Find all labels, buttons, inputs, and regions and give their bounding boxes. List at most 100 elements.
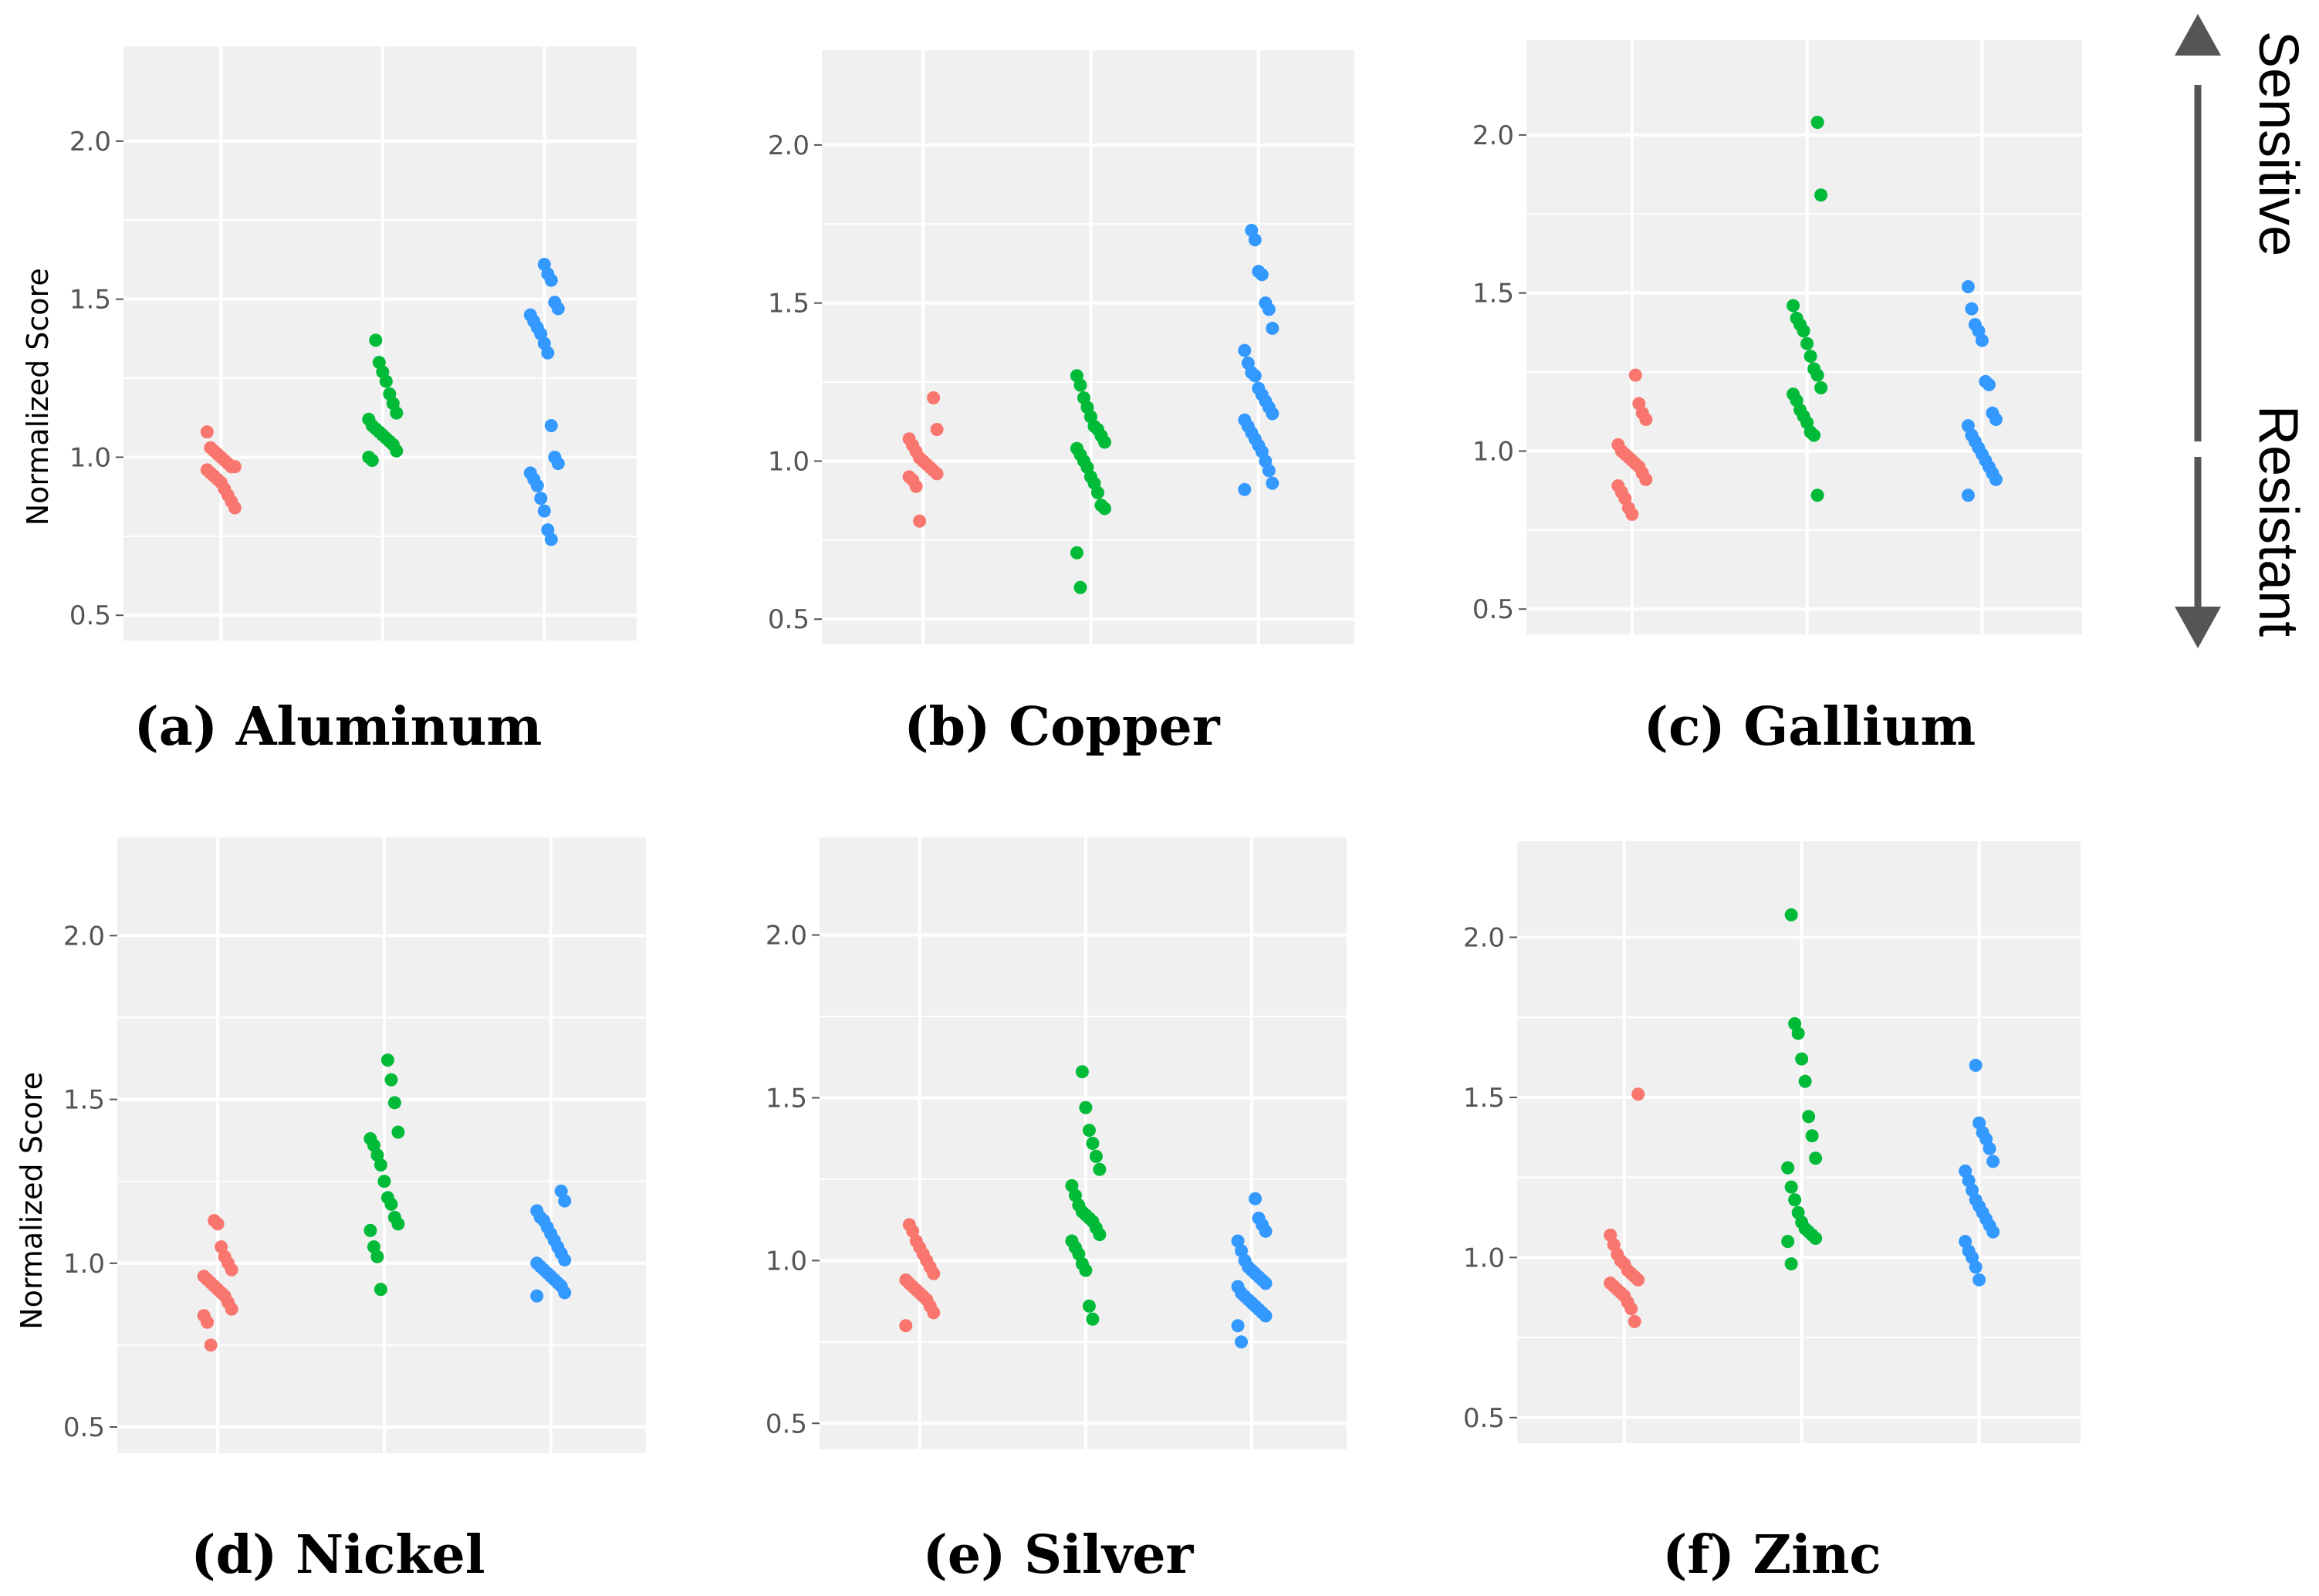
data-point: [1784, 908, 1798, 921]
y-tick-label: 1.5: [63, 1085, 105, 1116]
data-point: [1266, 407, 1280, 421]
y-tick-label: 2.0: [768, 130, 810, 161]
data-point: [927, 1306, 941, 1320]
data-point: [1961, 489, 1975, 502]
sensitive-label: Sensitive: [2247, 31, 2309, 256]
y-tick-label: 2.0: [69, 127, 111, 157]
resistant-label: Resistant: [2247, 405, 2309, 637]
data-point: [558, 1194, 572, 1208]
data-point: [1639, 472, 1653, 486]
chart-panel-zinc: 0.5 1.0 1.5 2.0: [1463, 841, 2081, 1443]
data-point: [1798, 1074, 1812, 1088]
data-point: [1625, 507, 1639, 521]
data-point: [541, 346, 555, 360]
data-point: [1259, 1309, 1273, 1323]
data-point: [380, 1053, 394, 1067]
data-point: [1097, 502, 1111, 516]
data-point: [1810, 368, 1824, 382]
data-point: [1795, 1052, 1809, 1066]
data-point: [1965, 302, 1979, 316]
data-point: [1235, 1335, 1249, 1349]
y-tick-label: 1.0: [63, 1249, 105, 1280]
y-tick-label: 1.5: [1472, 279, 1514, 309]
data-point: [1969, 1260, 1983, 1274]
data-point: [1259, 1276, 1273, 1290]
data-point: [530, 478, 544, 492]
y-axis-title: Normalized Score: [15, 1072, 49, 1330]
y-tick-label: 1.5: [69, 285, 111, 316]
data-point: [228, 501, 242, 515]
data-point: [1809, 1151, 1823, 1165]
data-point: [1802, 1110, 1816, 1124]
y-tick-label: 0.5: [69, 600, 111, 631]
caption-gallium: (c) Gallium: [1643, 696, 1976, 758]
data-point: [913, 514, 927, 528]
data-point: [1075, 1065, 1089, 1079]
data-point: [1989, 412, 2003, 426]
data-point: [1255, 268, 1269, 282]
y-tick-label: 0.5: [1472, 594, 1514, 625]
data-point: [1079, 1101, 1093, 1114]
data-point: [1814, 381, 1828, 395]
data-point: [1784, 1257, 1798, 1271]
data-point: [1787, 299, 1800, 313]
data-point: [225, 1263, 238, 1276]
data-point: [544, 533, 558, 546]
data-point: [1989, 472, 2003, 486]
data-point: [1079, 1263, 1093, 1277]
data-point: [1249, 1192, 1263, 1205]
y-tick-label: 1.0: [69, 442, 111, 473]
data-point: [544, 273, 558, 287]
data-point: [1969, 1058, 1983, 1072]
data-point: [1070, 546, 1083, 560]
data-point: [377, 1175, 391, 1189]
chart-panel-copper: 0.5 1.0 1.5 2.0: [768, 50, 1354, 644]
data-point: [204, 1338, 218, 1352]
y-tick-label: 2.0: [1472, 120, 1514, 151]
data-point: [374, 1283, 387, 1297]
data-point: [379, 374, 393, 388]
y-axis-title: Normalized Score: [21, 268, 55, 526]
data-point: [228, 460, 242, 474]
data-point: [927, 391, 941, 405]
data-point: [1810, 489, 1824, 502]
data-point: [1810, 115, 1824, 129]
data-point: [530, 1289, 544, 1303]
data-point: [1238, 343, 1252, 357]
chart-panel-gallium: 0.5 1.0 1.5 2.0: [1472, 40, 2082, 634]
chart-panel-aluminum: 0.5 1.0 1.5 2.0 Normalized Score: [21, 46, 637, 641]
data-point: [1961, 279, 1975, 293]
y-tick-label: 1.5: [1463, 1083, 1505, 1114]
data-point: [1624, 1302, 1638, 1316]
up-arrow-icon: [2175, 14, 2221, 56]
caption-aluminum: (a) Aluminum: [134, 696, 543, 758]
down-arrow-icon: [2175, 607, 2221, 648]
caption-copper: (b) Copper: [904, 696, 1220, 758]
data-point: [1814, 188, 1828, 202]
data-point: [1262, 464, 1276, 478]
data-point: [384, 1073, 398, 1087]
data-point: [1805, 1129, 1819, 1143]
data-point: [1089, 1149, 1103, 1163]
data-point: [1090, 485, 1104, 499]
data-point: [1628, 368, 1642, 382]
data-point: [1791, 1026, 1805, 1040]
data-point: [558, 1286, 572, 1300]
data-point: [1986, 1155, 2000, 1168]
data-point: [1266, 476, 1280, 490]
data-point: [374, 1158, 387, 1172]
data-point: [1639, 412, 1653, 426]
plot-background: [822, 50, 1354, 644]
data-point: [1986, 1225, 2000, 1239]
y-tick-label: 1.0: [1472, 436, 1514, 467]
data-point: [391, 1217, 405, 1231]
data-point: [551, 302, 565, 316]
data-point: [1231, 1319, 1245, 1333]
plot-background: [820, 837, 1347, 1449]
caption-silver: (e) Silver: [922, 1524, 1194, 1586]
data-point: [1259, 1224, 1273, 1238]
y-tick-label: 1.0: [766, 1246, 807, 1276]
data-point: [365, 454, 379, 468]
y-tick-label: 1.0: [1463, 1243, 1505, 1273]
plot-background: [117, 837, 646, 1453]
